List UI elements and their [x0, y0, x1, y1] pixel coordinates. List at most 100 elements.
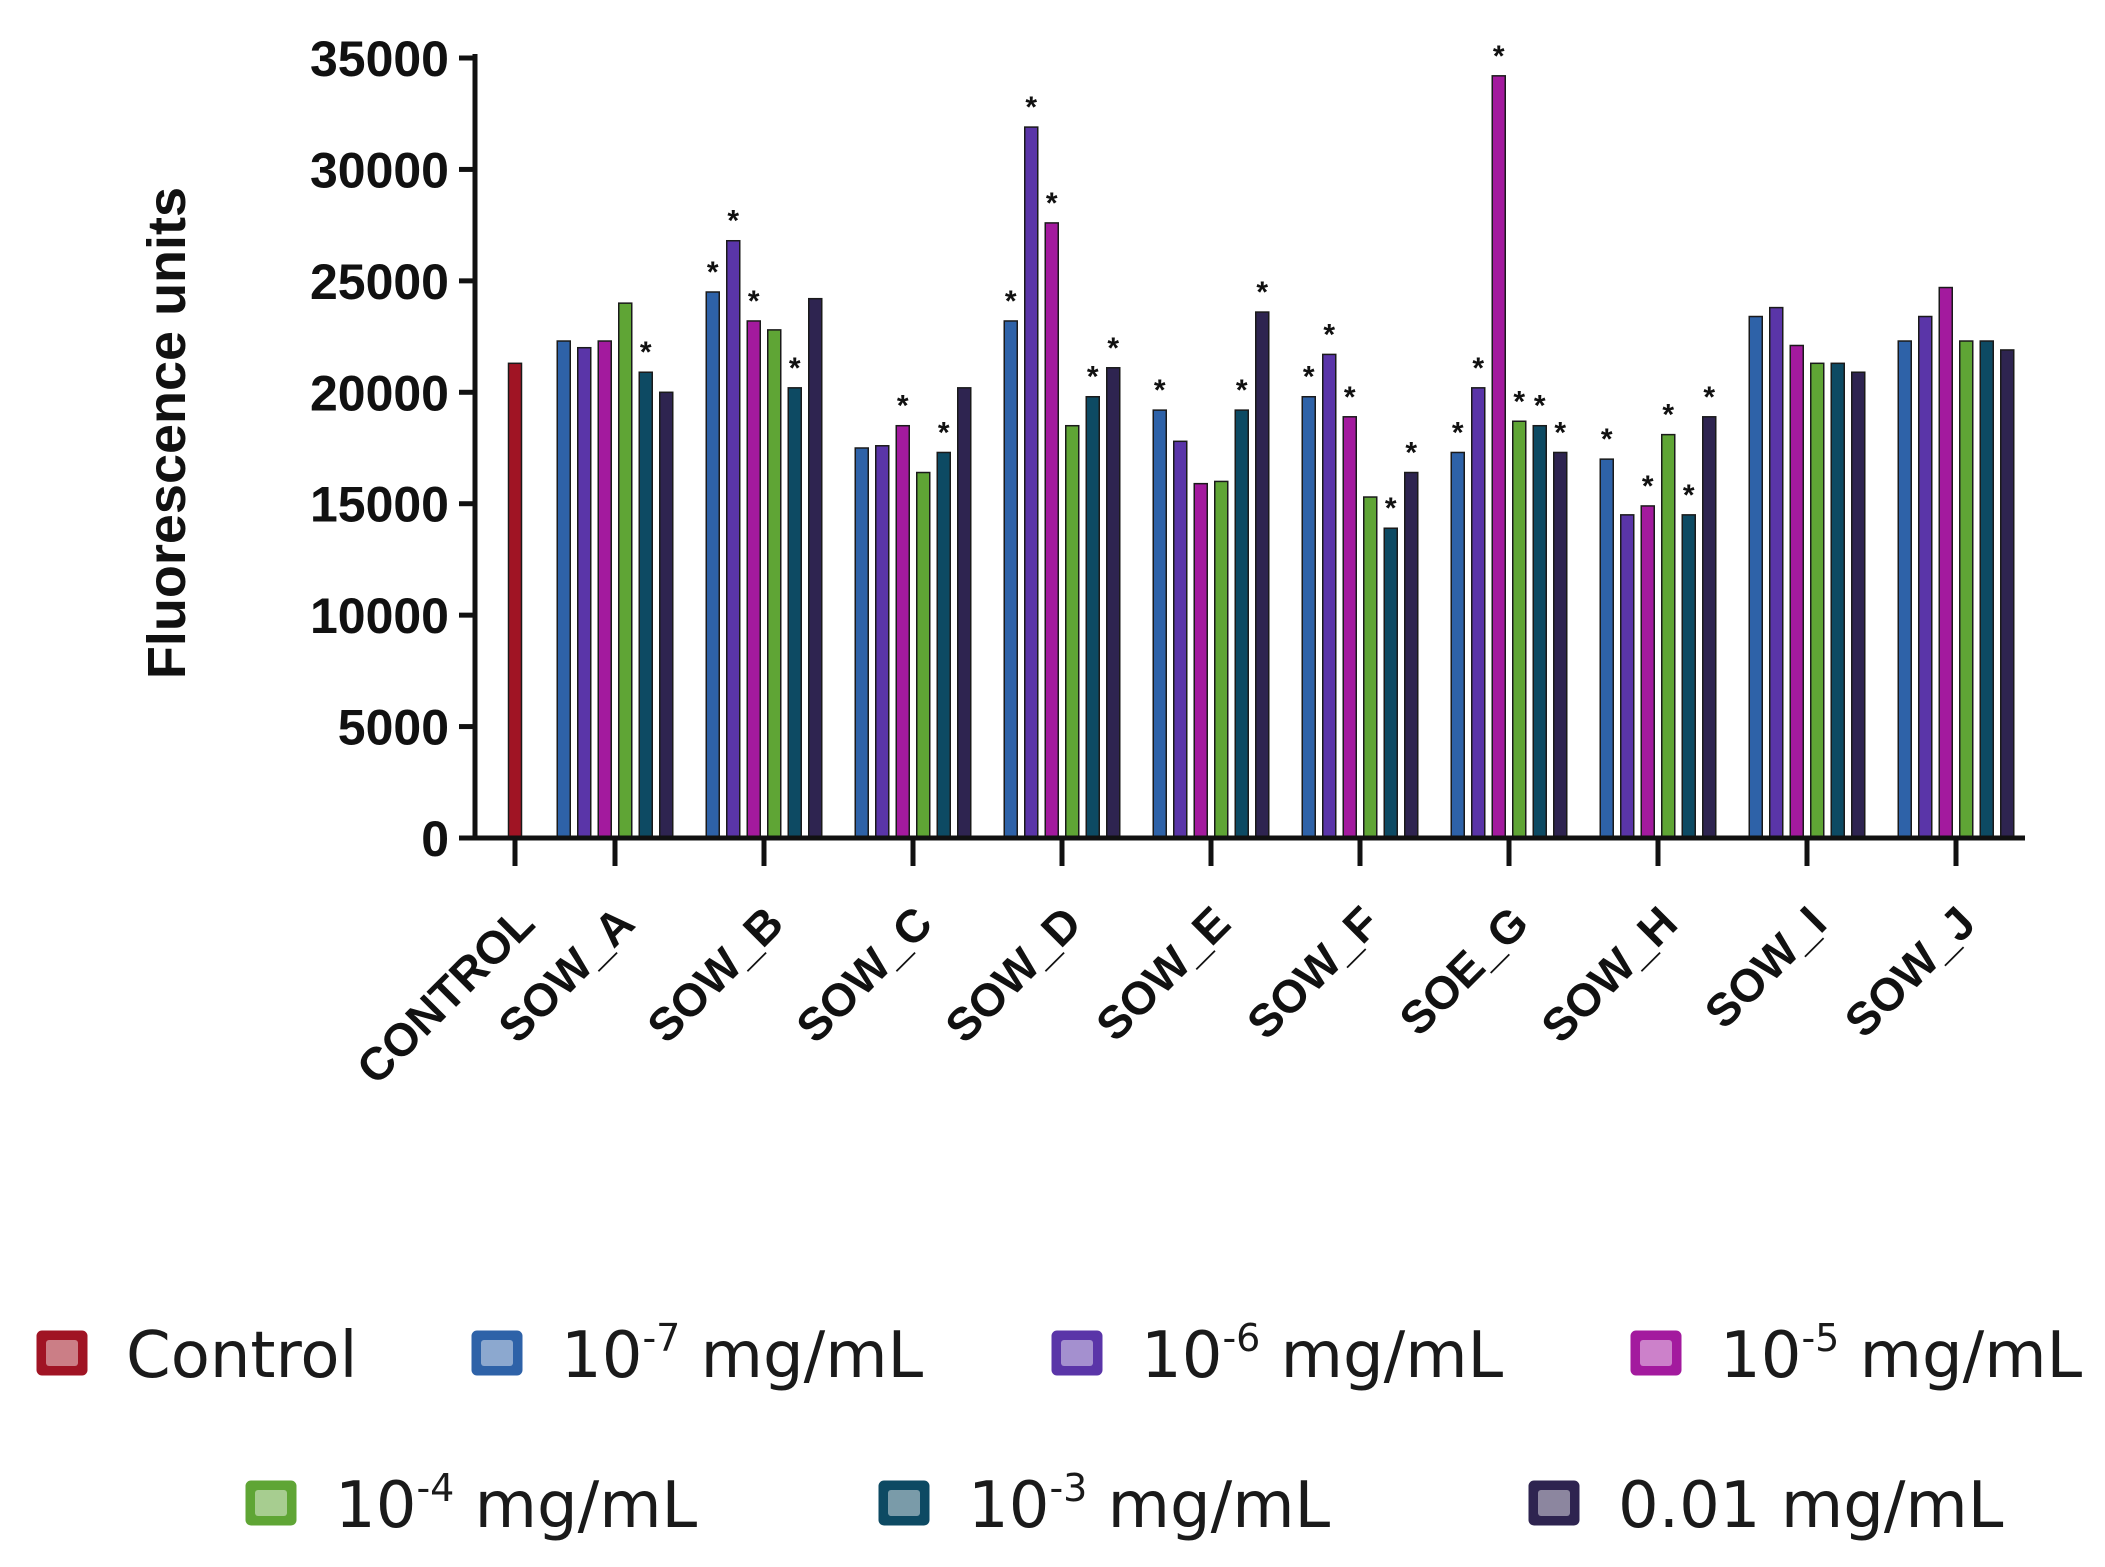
bar: [1322, 353, 1337, 839]
legend-label: 0.01 mg/mL: [1618, 1469, 2004, 1543]
bar: [1553, 451, 1568, 839]
significance-marker: *: [1554, 416, 1566, 449]
bar: [1640, 505, 1655, 839]
legend-swatch: [471, 1330, 523, 1376]
bar: [597, 340, 612, 839]
legend-swatch: [1051, 1330, 1103, 1376]
significance-marker: *: [789, 352, 801, 385]
significance-marker: *: [1452, 416, 1464, 449]
legend-item: Control: [36, 1319, 357, 1393]
bar: [1748, 315, 1763, 839]
significance-marker: *: [748, 285, 760, 318]
plot-area: 05000100001500020000250003000035000*****…: [310, 31, 2025, 1094]
legend-label: 10-4 mg/mL: [335, 1466, 698, 1543]
bar: [1106, 367, 1121, 839]
legend-label: 10-3 mg/mL: [968, 1466, 1331, 1543]
legend-label: Control: [126, 1319, 357, 1393]
significance-marker: *: [1303, 361, 1315, 394]
legend-swatch-highlight: [46, 1340, 78, 1366]
significance-marker: *: [1344, 381, 1356, 414]
significance-marker: *: [1662, 399, 1674, 432]
bar: [1003, 320, 1018, 839]
bar: [1789, 344, 1804, 839]
x-tick-label: SOW_H: [1531, 896, 1687, 1052]
legend-swatch: [245, 1480, 297, 1526]
bar: [854, 447, 869, 839]
bar: [1532, 424, 1547, 839]
significance-marker: *: [1703, 381, 1715, 414]
bar: [936, 451, 951, 839]
significance-marker: *: [1087, 361, 1099, 394]
significance-marker: *: [1601, 423, 1613, 456]
bar: [1363, 496, 1378, 839]
legend-swatch: [878, 1480, 930, 1526]
significance-marker: *: [640, 336, 652, 369]
x-tick-label: SOW_F: [1237, 896, 1389, 1048]
bar: [1769, 306, 1784, 839]
bar: [577, 346, 592, 839]
bar: [1938, 286, 1953, 839]
y-tick-label: 15000: [310, 477, 449, 533]
bar: [1255, 311, 1270, 839]
y-tick-label: 30000: [310, 142, 449, 198]
bar: [1620, 514, 1635, 839]
y-tick-label: 20000: [310, 365, 449, 421]
bar: [1471, 387, 1486, 839]
x-tick-label: SOE_G: [1389, 896, 1538, 1045]
bar: [1491, 75, 1506, 839]
significance-marker: *: [897, 390, 909, 423]
legend-swatch: [36, 1330, 88, 1376]
legend-swatch-highlight: [1640, 1340, 1672, 1366]
x-tick-label: SOW_C: [786, 896, 942, 1052]
bar: [1383, 527, 1398, 839]
significance-marker: *: [938, 416, 950, 449]
legend-swatch: [1630, 1330, 1682, 1376]
significance-marker: *: [727, 205, 739, 238]
significance-marker: *: [1642, 470, 1654, 503]
bar: [1599, 458, 1614, 839]
bar: [618, 302, 633, 839]
legend-item: 0.01 mg/mL: [1528, 1469, 2004, 1543]
bar: [638, 371, 653, 839]
y-tick-label: 35000: [310, 31, 449, 87]
bar: [746, 320, 761, 839]
bar: [2000, 349, 2015, 839]
bar: [1085, 395, 1100, 839]
legend-swatch-highlight: [1538, 1490, 1570, 1516]
legend-item: 10-7 mg/mL: [471, 1316, 924, 1393]
legend-item: 10-4 mg/mL: [245, 1466, 698, 1543]
bar: [507, 362, 523, 839]
legend-swatch-highlight: [1061, 1340, 1093, 1366]
bar: [1830, 362, 1845, 839]
bar: [1404, 471, 1419, 839]
significance-marker: *: [1046, 187, 1058, 220]
bar: [916, 471, 931, 839]
significance-marker: *: [1154, 374, 1166, 407]
legend-swatch-highlight: [888, 1490, 920, 1516]
bar: [1851, 371, 1866, 839]
significance-marker: *: [1236, 374, 1248, 407]
bar: [1681, 514, 1696, 839]
bar: [1450, 451, 1465, 839]
bar: [1214, 480, 1229, 839]
bar: [726, 239, 741, 839]
legend-label: 10-7 mg/mL: [561, 1316, 924, 1393]
bar: [1959, 340, 1974, 839]
bar: [1301, 395, 1316, 839]
x-tick-label: SOW_B: [637, 896, 793, 1052]
bar: [1918, 315, 1933, 839]
bar: [1897, 340, 1912, 839]
bar: [1193, 482, 1208, 839]
bar: [1979, 340, 1994, 839]
legend: Control 10-7 mg/mL 10-6 mg/mL 10-5 mg/mL 10-…: [36, 1316, 2083, 1543]
significance-marker: *: [1005, 285, 1017, 318]
x-tick-label: SOW_E: [1086, 896, 1240, 1050]
bar: [1810, 362, 1825, 839]
legend-swatch-highlight: [255, 1490, 287, 1516]
y-tick-label: 25000: [310, 254, 449, 310]
significance-marker: *: [1107, 332, 1119, 365]
y-tick-label: 0: [421, 811, 449, 867]
bar: [1152, 409, 1167, 839]
significance-marker: *: [1513, 385, 1525, 418]
